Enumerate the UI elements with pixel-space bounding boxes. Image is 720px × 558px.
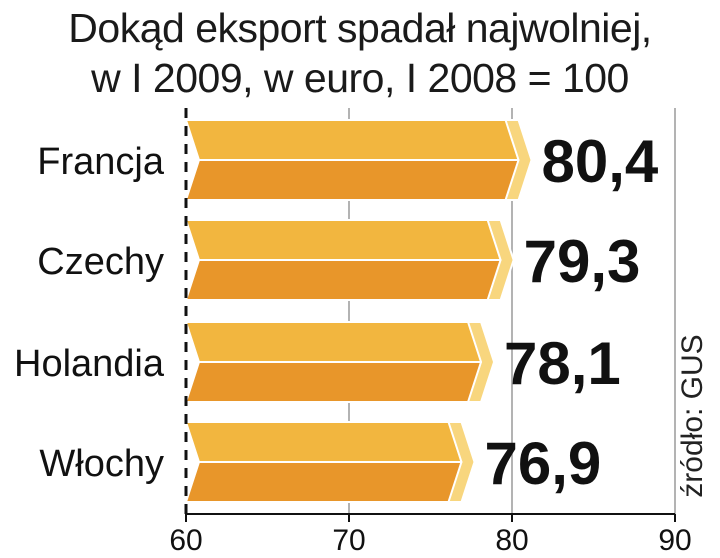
value-label: 78,1 [504,330,621,397]
bar-top-facet [185,421,463,463]
bar-holandia [185,321,496,403]
x-tick-label: 80 [495,524,528,557]
bar-włochy [185,421,476,503]
value-label: 79,3 [524,228,641,295]
category-label: Czechy [37,241,164,283]
bar-bottom-facet [185,361,483,403]
category-label: Holandia [14,343,165,385]
bar-top-facet [185,119,520,161]
bar-bottom-facet [185,461,463,503]
x-tick-label: 70 [332,524,365,557]
bar-francja [185,119,533,201]
chart-title-line-1: Dokąd eksport spadał najwolniej, [68,5,652,51]
bar-top-facet [185,321,483,363]
category-label: Włochy [39,443,164,485]
chart-title-line-2: w I 2009, w euro, I 2008 = 100 [91,55,629,101]
bar-bottom-facet [185,159,520,201]
value-label: 80,4 [542,128,659,195]
bar-czechy [185,219,515,301]
x-tick-label: 90 [658,524,691,557]
bar-top-facet [185,219,502,261]
x-tick-label: 60 [169,524,202,557]
source-label: źródło: GUS [676,334,709,498]
bar-bottom-facet [185,259,502,301]
value-label: 76,9 [484,430,601,497]
category-label: Francja [37,141,165,183]
